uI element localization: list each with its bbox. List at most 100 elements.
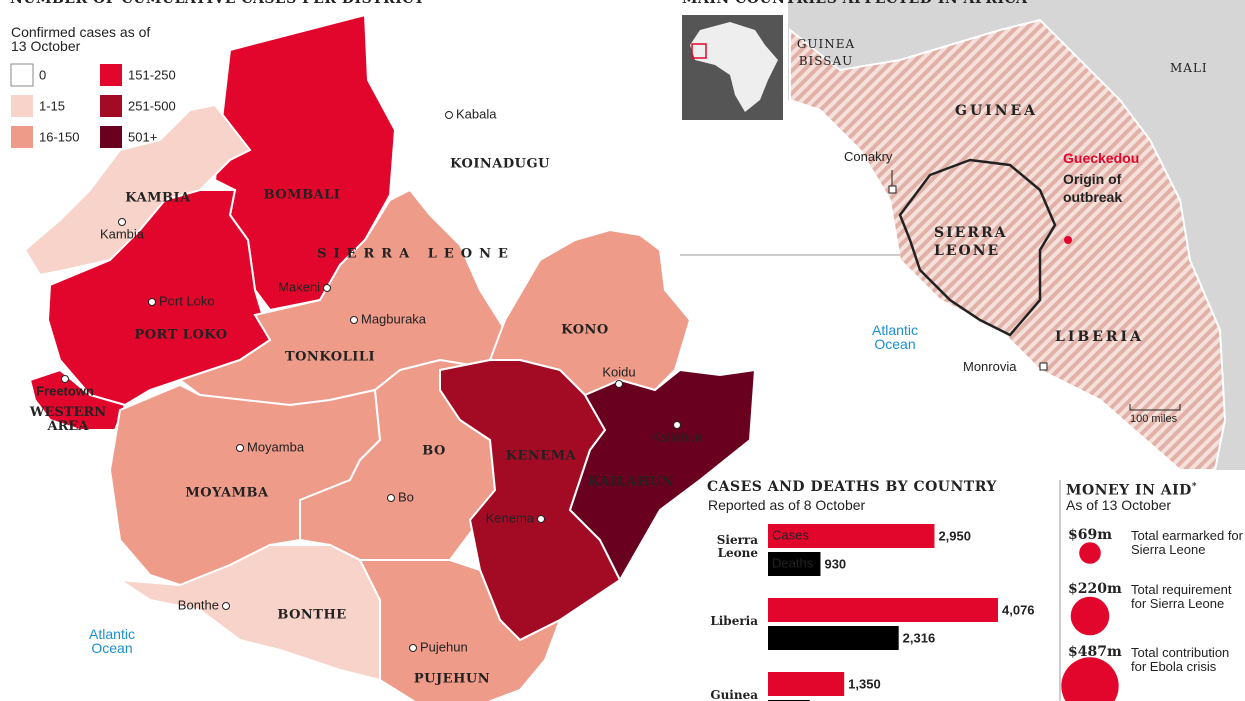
town-dot [387,494,395,502]
origin-label: Gueckedou [1063,150,1140,166]
town-label: Kabala [456,106,497,121]
ocean-label: Atlantic Ocean [89,626,135,656]
legend-swatch [10,63,34,87]
country-label: SIERRA LEONE [934,225,1008,259]
town-marker [888,185,897,194]
district [23,103,252,277]
district-label: KENEMA [506,449,577,464]
chart-subtitle: Reported as of 8 October [708,497,866,513]
country-label: GUINEA BISSAU [796,37,856,68]
value-label: 930 [824,556,846,571]
bar [768,672,845,696]
bar [768,598,998,622]
district [439,359,622,642]
town-label: Kambia [100,226,145,241]
district-label: WESTERN AREA [29,405,107,434]
district-label: KONO [561,323,608,338]
district-label: BOMBALI [264,188,341,203]
aid-bubble [1061,657,1119,701]
note-mark: * [1191,482,1198,492]
town-dot [323,284,331,292]
bar [768,552,821,576]
legend-label: 0 [39,67,46,82]
district [358,559,562,701]
country-label: MALI [1170,61,1208,75]
aid-amount: $69m [1068,527,1113,543]
town-label: Bonthe [178,597,219,612]
bar [768,524,935,548]
town-dot [537,515,545,523]
category-label: Sierra Leone [716,533,758,560]
category-label: Guinea [710,688,758,701]
scale-bar [1129,404,1181,411]
scale-label: 100 miles [1130,413,1178,425]
inset-sea [788,100,1180,470]
district-label: BO [422,444,446,459]
value-label: 4,076 [1002,602,1035,617]
town-label: Conakry [844,149,893,164]
district-label: TONKOLILI [285,350,375,365]
ocean-label: Atlantic Ocean [872,322,918,352]
town-label: Makeni [278,279,320,294]
town-dot [61,375,69,383]
town-label: Magburaka [361,311,427,326]
inset-title: MAIN COUNTRIES AFFECTED IN AFRICA [682,0,1028,6]
value-label: 1,350 [848,676,881,691]
aid-amount: $220m [1068,581,1122,597]
country-label: GUINEA [955,103,1039,119]
country-label: LIBERIA [1055,329,1144,345]
value-label: 2,950 [938,528,971,543]
legend-label: Deaths [772,555,814,570]
town-label: Monrovia [963,359,1017,374]
aid-bubble [1079,542,1101,564]
map-title: NUMBER OF CUMULATIVE CASES PER DISTRICT [10,0,425,6]
legend-label: 1-15 [39,98,65,113]
town-dot [445,111,453,119]
legend-swatch [100,95,122,117]
legend-label: 151-250 [128,67,176,82]
town-dot [236,444,244,452]
aid-bubble [1070,596,1110,636]
inset-sierra-leone [898,158,1057,337]
district-label: KAILAHUN [588,475,674,490]
town-label: Pujehun [420,639,468,654]
africa-shape [690,22,778,112]
district-label: MOYAMBA [185,486,269,501]
aid-title: MONEY IN AID* [1066,482,1198,499]
district-label: BONTHE [277,608,346,623]
district [568,368,757,583]
locator [691,43,707,59]
town-label: Freetown [36,383,94,398]
town-label: Kenema [486,510,535,525]
town-dot [222,602,230,610]
legend-swatch [11,126,33,148]
town-dot [148,298,156,306]
bar [768,626,899,650]
town-label: Koidu [602,364,635,379]
value-label: 2,316 [903,630,936,645]
origin-note: Origin of outbreak [1063,171,1123,205]
aid-text: Total earmarked for Sierra Leone [1131,528,1243,557]
town-label: Moyamba [247,439,305,454]
legend-swatch [100,126,122,148]
origin-dot [1064,236,1072,244]
town-dot [615,380,623,388]
town-label: Kailahun [652,429,703,444]
district-label: KOINADUGU [450,157,550,172]
legend-swatch [11,95,33,117]
town-marker [1039,362,1048,371]
legend-swatch [100,64,122,86]
town-label: Bo [398,489,414,504]
aid-text: Total contribution for Ebola crisis [1131,645,1230,674]
chart-title: CASES AND DEATHS BY COUNTRY [707,479,997,495]
district-label: PUJEHUN [414,672,490,687]
legend-label: 16-150 [39,129,79,144]
district [28,368,127,431]
district-label: KAMBIA [125,191,191,206]
district-label: PORT LOKO [134,328,227,343]
legend-label: Cases [772,527,809,542]
country-label: SIERRA LEONE [317,247,515,262]
town-dot [118,218,126,226]
